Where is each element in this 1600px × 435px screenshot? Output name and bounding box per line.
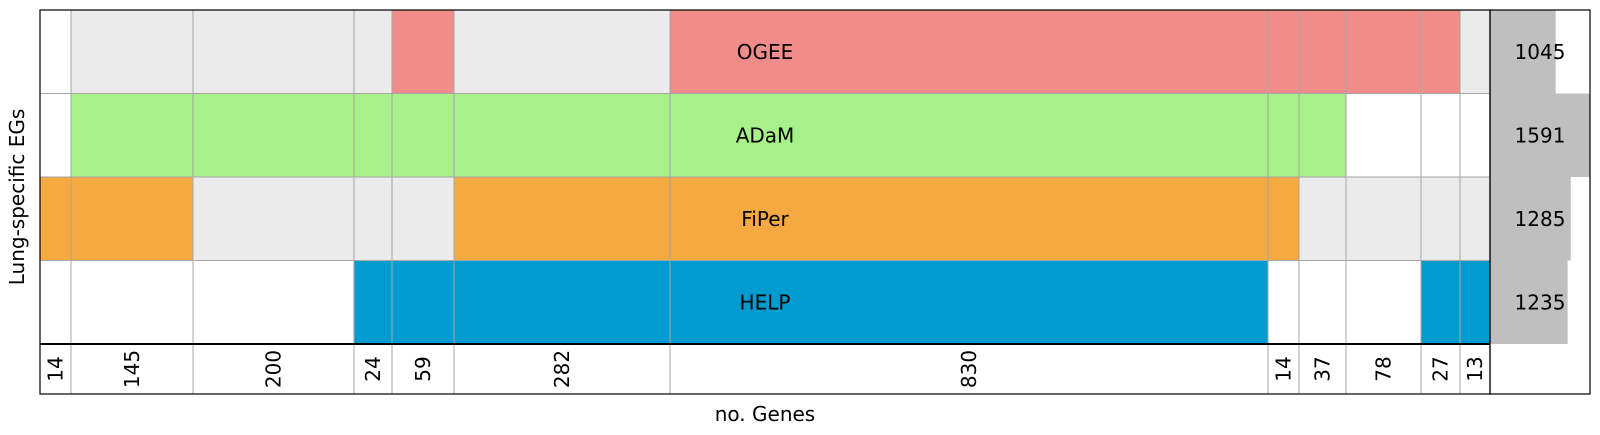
cell-help-8 bbox=[1268, 260, 1299, 344]
count-labels: 14 145 200 24 59 282 830 14 37 78 27 13 bbox=[44, 350, 1488, 388]
count-label: 14 bbox=[1272, 356, 1296, 381]
cell-help-5 bbox=[392, 260, 454, 344]
cell-help-9 bbox=[1299, 260, 1346, 344]
cell-adam-4 bbox=[354, 93, 392, 177]
cell-ogee-1 bbox=[40, 10, 71, 94]
count-label: 59 bbox=[411, 356, 435, 381]
cell-ogee-9 bbox=[1299, 10, 1346, 94]
count-label: 13 bbox=[1463, 356, 1487, 381]
total-label-fiper: 1285 bbox=[1515, 207, 1566, 231]
row-label-fiper: FiPer bbox=[741, 207, 789, 231]
cell-help-3 bbox=[193, 260, 354, 344]
total-bar-adam bbox=[1490, 93, 1590, 177]
cell-adam-11 bbox=[1421, 93, 1460, 177]
cell-ogee-10 bbox=[1346, 10, 1421, 94]
count-label: 27 bbox=[1429, 356, 1453, 381]
cell-adam-10 bbox=[1346, 93, 1421, 177]
cell-ogee-3 bbox=[193, 10, 354, 94]
cell-fiper-11 bbox=[1421, 177, 1460, 261]
cell-adam-8 bbox=[1268, 93, 1299, 177]
cell-help-6 bbox=[454, 260, 670, 344]
total-bars: 1045 1591 1285 1235 bbox=[1490, 10, 1590, 344]
cell-fiper-3 bbox=[193, 177, 354, 261]
cell-ogee-7 bbox=[670, 10, 1268, 94]
matrix-cells bbox=[40, 10, 1490, 344]
cell-ogee-8 bbox=[1268, 10, 1299, 94]
total-label-help: 1235 bbox=[1515, 290, 1566, 314]
cell-ogee-4 bbox=[354, 10, 392, 94]
cell-fiper-6 bbox=[454, 177, 670, 261]
cell-fiper-1 bbox=[40, 177, 71, 261]
count-label: 145 bbox=[120, 350, 144, 388]
cell-help-12 bbox=[1460, 260, 1490, 344]
count-label: 14 bbox=[44, 356, 68, 381]
cell-fiper-7 bbox=[670, 177, 1268, 261]
row-label-ogee: OGEE bbox=[737, 40, 794, 64]
row-label-adam: ADaM bbox=[736, 123, 795, 147]
cell-adam-2 bbox=[71, 93, 193, 177]
cell-fiper-4 bbox=[354, 177, 392, 261]
cell-adam-12 bbox=[1460, 93, 1490, 177]
frames bbox=[39, 9, 1591, 395]
cell-help-1 bbox=[40, 260, 71, 344]
cell-ogee-11 bbox=[1421, 10, 1460, 94]
cell-ogee-2 bbox=[71, 10, 193, 94]
cell-help-10 bbox=[1346, 260, 1421, 344]
count-label: 282 bbox=[550, 350, 574, 388]
count-label: 78 bbox=[1372, 356, 1396, 381]
cell-adam-3 bbox=[193, 93, 354, 177]
cell-help-7 bbox=[670, 260, 1268, 344]
totals-frame bbox=[1489, 9, 1591, 395]
cell-fiper-9 bbox=[1299, 177, 1346, 261]
row-labels: OGEE ADaM FiPer HELP bbox=[736, 40, 795, 315]
cell-adam-1 bbox=[40, 93, 71, 177]
cell-adam-7 bbox=[670, 93, 1268, 177]
cell-help-4 bbox=[354, 260, 392, 344]
count-label: 37 bbox=[1311, 356, 1335, 381]
cell-adam-9 bbox=[1299, 93, 1346, 177]
cell-ogee-6 bbox=[454, 10, 670, 94]
cell-adam-5 bbox=[392, 93, 454, 177]
row-label-help: HELP bbox=[740, 290, 791, 314]
total-bar-help bbox=[1490, 260, 1568, 344]
total-bar-ogee bbox=[1490, 10, 1556, 94]
cell-ogee-5 bbox=[392, 10, 454, 94]
total-bar-fiper bbox=[1490, 177, 1571, 261]
cell-fiper-2 bbox=[71, 177, 193, 261]
cell-fiper-5 bbox=[392, 177, 454, 261]
y-axis-label: Lung-specific EGs bbox=[5, 109, 29, 286]
cell-adam-6 bbox=[454, 93, 670, 177]
count-label: 24 bbox=[361, 356, 385, 381]
cell-ogee-12 bbox=[1460, 10, 1490, 94]
cell-help-11 bbox=[1421, 260, 1460, 344]
total-label-ogee: 1045 bbox=[1515, 40, 1566, 64]
count-label: 200 bbox=[262, 350, 286, 388]
grid-lines bbox=[40, 10, 1490, 394]
count-label: 830 bbox=[957, 350, 981, 388]
total-label-adam: 1591 bbox=[1515, 123, 1566, 147]
cell-fiper-8 bbox=[1268, 177, 1299, 261]
cell-fiper-12 bbox=[1460, 177, 1490, 261]
cell-fiper-10 bbox=[1346, 177, 1421, 261]
x-axis-label: no. Genes bbox=[715, 402, 815, 426]
cell-help-2 bbox=[71, 260, 193, 344]
